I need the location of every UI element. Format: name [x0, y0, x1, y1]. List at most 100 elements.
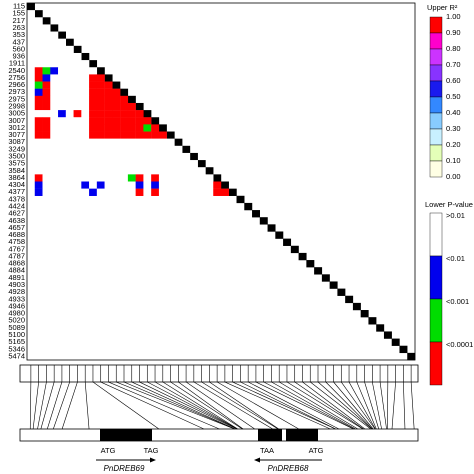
diagonal-cell	[213, 174, 222, 182]
lower-cell	[73, 167, 82, 175]
snp-connector	[333, 365, 374, 430]
snp-connector	[379, 365, 387, 430]
lower-cell	[34, 131, 43, 139]
lower-cell	[42, 145, 51, 154]
lower-cell	[27, 38, 35, 47]
lower-cell	[143, 152, 152, 161]
lower-cell	[34, 31, 43, 39]
snp-connector	[302, 365, 366, 430]
lower-cell	[42, 45, 51, 54]
diagonal-cell	[27, 3, 35, 11]
diagonal-cell	[182, 145, 191, 154]
row-label: 4657	[8, 223, 25, 232]
lower-cell	[158, 188, 167, 196]
lower-cell	[143, 138, 152, 146]
lower-cell	[58, 110, 66, 118]
lower-cell	[34, 74, 43, 82]
diagonal-cell	[166, 131, 175, 139]
lower-cell	[158, 181, 167, 189]
lower-cell	[120, 188, 129, 196]
snp-connector	[139, 365, 237, 430]
lower-cell	[96, 152, 105, 161]
lower-cell	[27, 31, 35, 39]
row-label: 2756	[8, 73, 25, 82]
lower-cell	[135, 167, 144, 175]
legend-swatch	[429, 48, 443, 66]
lower-cell	[182, 174, 191, 182]
diagonal-cell	[34, 10, 43, 18]
lower-cell	[89, 95, 98, 104]
lower-cell	[50, 152, 59, 161]
diagonal-cell	[314, 267, 323, 275]
diagonal-cell	[127, 95, 136, 104]
gene-block	[100, 429, 152, 441]
lower-cell	[151, 188, 160, 196]
lower-cell	[73, 52, 82, 61]
lower-cell	[96, 181, 105, 189]
diagonal-cell	[65, 38, 74, 47]
lower-cell	[81, 110, 90, 118]
lower-cell	[27, 110, 35, 118]
lower-cell	[104, 174, 113, 182]
lower-cell	[58, 45, 66, 54]
lower-cell	[120, 124, 129, 132]
lower-cell	[50, 131, 59, 139]
diagonal-cell	[189, 152, 198, 161]
diagonal-cell	[329, 281, 338, 289]
legend-swatch	[429, 128, 443, 146]
lower-cell	[120, 110, 129, 118]
snp-connector	[309, 365, 371, 430]
lower-cell	[135, 181, 144, 189]
lower-cell	[58, 188, 66, 196]
diagonal-cell	[399, 345, 408, 354]
lower-cell	[112, 102, 121, 111]
lower-cell	[81, 117, 90, 125]
lower-cell	[182, 181, 191, 189]
lower-cell	[143, 160, 152, 168]
lower-cell	[89, 188, 98, 196]
legend-label: 0.20	[446, 140, 461, 149]
diagonal-cell	[337, 288, 346, 296]
lower-cell	[112, 124, 121, 132]
lower-cell	[158, 131, 167, 139]
lower-cell	[27, 174, 35, 182]
lower-cell	[104, 95, 113, 104]
snp-connector	[410, 365, 415, 430]
diagonal-cell	[275, 231, 284, 239]
snp-connector	[29, 365, 32, 430]
lower-cell	[58, 88, 66, 97]
diagonal-cell	[306, 260, 315, 268]
lower-cell	[34, 67, 43, 75]
lower-cell	[81, 174, 90, 182]
lower-cell	[65, 60, 74, 68]
row-label: 4903	[8, 280, 25, 289]
lower-cell	[42, 110, 51, 118]
snp-connector	[115, 365, 235, 430]
diagonal-cell	[50, 24, 59, 32]
legend-label: 0.60	[446, 76, 461, 85]
diagonal-cell	[205, 167, 214, 175]
lower-cell	[96, 117, 105, 125]
lower-cell	[104, 167, 113, 175]
lower-cell	[112, 145, 121, 154]
snp-connector	[278, 365, 358, 430]
lower-cell	[182, 167, 191, 175]
lower-cell	[65, 88, 74, 97]
snp-connector	[372, 365, 382, 430]
lower-cell	[34, 24, 43, 32]
lower-cell	[27, 17, 35, 25]
lower-cell	[27, 81, 35, 89]
snp-connector	[146, 365, 238, 430]
legend-swatch	[429, 341, 443, 386]
lower-cell	[81, 131, 90, 139]
lower-cell	[166, 174, 175, 182]
snp-connector	[403, 365, 406, 430]
lower-cell	[58, 174, 66, 182]
lower-cell	[73, 188, 82, 196]
row-label: 5165	[8, 337, 25, 346]
lower-cell	[151, 124, 160, 132]
lower-cell	[27, 188, 35, 196]
lower-cell	[89, 117, 98, 125]
lower-cell	[50, 31, 59, 39]
lower-cell	[58, 160, 66, 168]
